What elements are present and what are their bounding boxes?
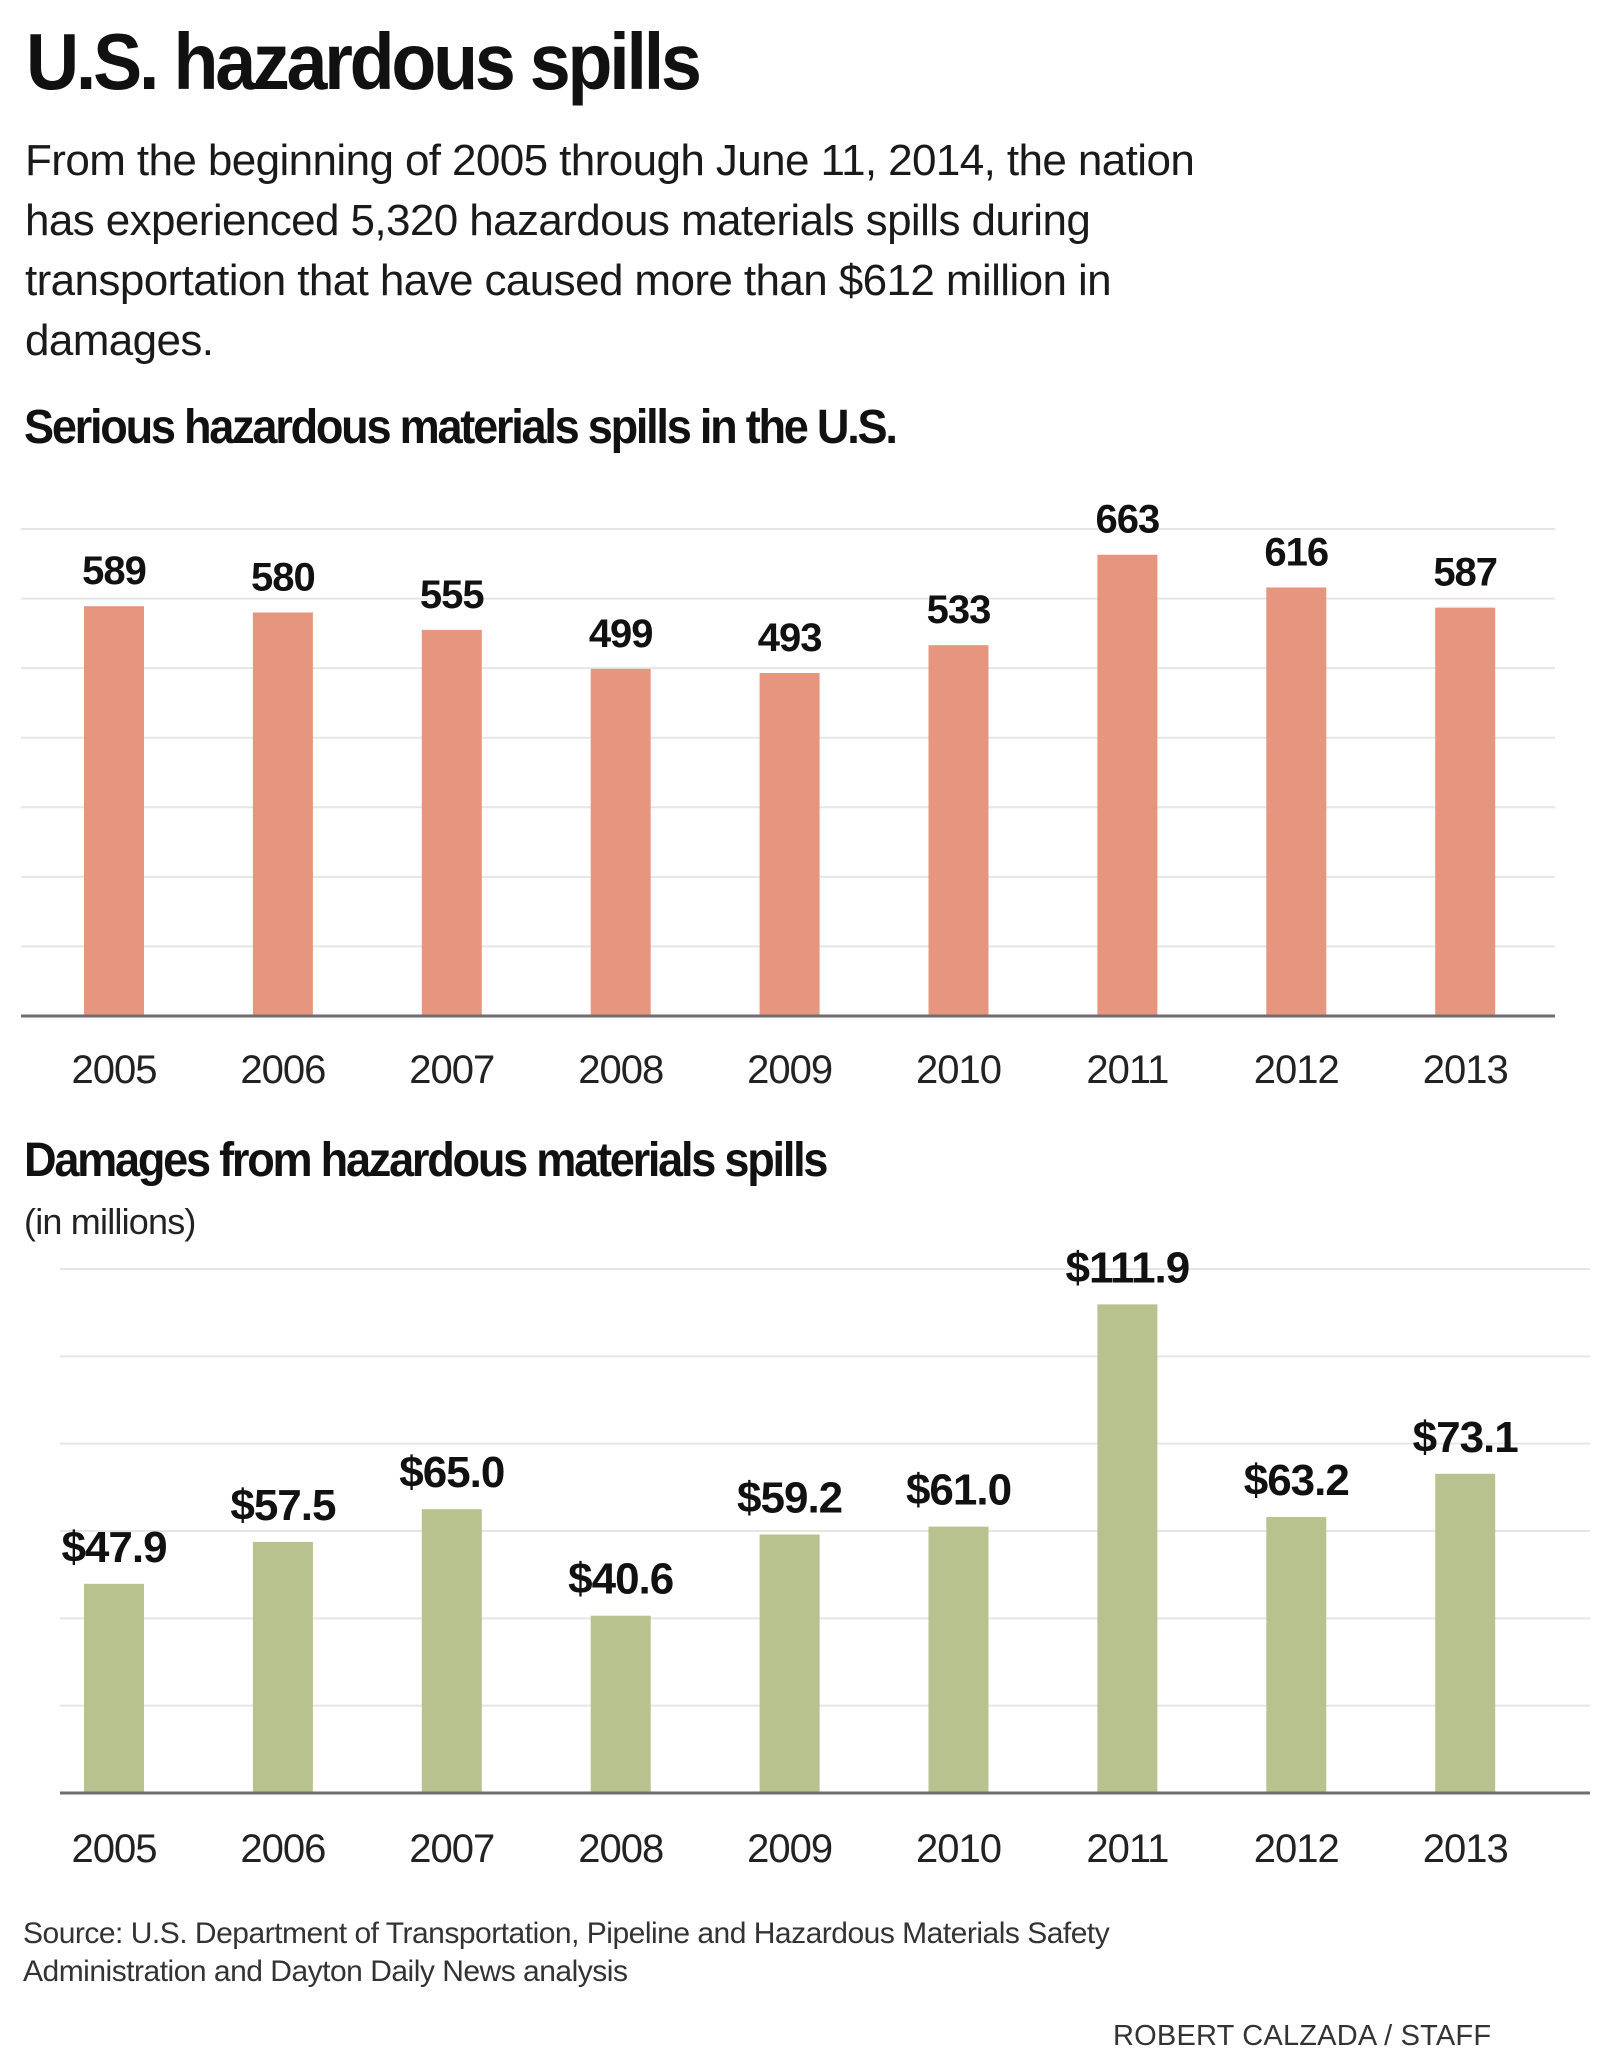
source-line: Administration and Dayton Daily News ana… (23, 1955, 628, 1988)
year-label-2009: 2009 (747, 1827, 832, 1871)
value-label-2007: 555 (420, 573, 484, 617)
year-label-2008: 2008 (578, 1827, 663, 1871)
bar-2013 (1435, 607, 1496, 1016)
bar-2007 (421, 1509, 482, 1793)
bar-2010 (928, 645, 989, 1016)
bar-2013 (1435, 1473, 1496, 1793)
credit-line: ROBERT CALZADA / STAFF (1113, 2020, 1492, 2052)
value-label-2009: 493 (758, 616, 822, 660)
bar-2010 (928, 1526, 989, 1793)
year-label-2005: 2005 (72, 1827, 157, 1871)
value-label-2012: 616 (1264, 530, 1328, 574)
value-label-2013: 587 (1433, 551, 1497, 595)
value-label-2013: $73.1 (1413, 1413, 1519, 1462)
value-label-2011: $111.9 (1066, 1243, 1190, 1292)
value-label-2005: $47.9 (61, 1523, 166, 1572)
intro-paragraph: From the beginning of 2005 through June … (25, 131, 1195, 371)
year-label-2010: 2010 (916, 1827, 1001, 1871)
damages-bar-chart: $47.9 2005 $57.5 2006 $65.0 2007 $40.6 2008 $59.… (60, 1243, 1590, 1871)
year-label-2011: 2011 (1086, 1827, 1168, 1871)
value-label-2008: 499 (589, 612, 653, 656)
bar-2008 (590, 668, 651, 1016)
year-label-2013: 2013 (1423, 1048, 1508, 1092)
spills-chart-title: Serious hazardous materials spills in th… (24, 401, 898, 454)
page-title: U.S. hazardous spills (26, 17, 702, 106)
value-label-2010: $61.0 (906, 1466, 1011, 1515)
bar-2006 (252, 1541, 313, 1793)
source-note: Source: U.S. Department of Transportatio… (23, 1915, 1110, 1991)
bar-2009 (759, 1534, 820, 1793)
intro-line: From the beginning of 2005 through June … (25, 136, 1195, 185)
source-line: Source: U.S. Department of Transportatio… (23, 1917, 1110, 1950)
intro-line: has experienced 5,320 hazardous material… (25, 196, 1091, 245)
value-label-2011: 663 (1096, 498, 1160, 542)
year-label-2006: 2006 (240, 1827, 325, 1871)
damages-chart-subtitle: (in millions) (24, 1201, 196, 1242)
year-label-2012: 2012 (1254, 1827, 1339, 1871)
year-label-2011: 2011 (1086, 1048, 1168, 1092)
intro-line: damages. (25, 316, 214, 365)
damages-chart-title: Damages from hazardous materials spills (24, 1134, 828, 1187)
bar-2005 (84, 1583, 144, 1793)
bar-2005 (84, 606, 144, 1016)
bar-2011 (1097, 554, 1158, 1016)
bar-2006 (252, 612, 313, 1016)
bar-2007 (421, 629, 482, 1016)
bar-2012 (1266, 1517, 1327, 1793)
value-label-2010: 533 (927, 588, 991, 632)
bar-2008 (590, 1615, 651, 1793)
value-label-2006: $57.5 (230, 1481, 336, 1530)
value-label-2005: 589 (82, 549, 146, 593)
value-label-2009: $59.2 (737, 1473, 842, 1522)
year-label-2005: 2005 (72, 1048, 157, 1092)
bar-2011 (1097, 1304, 1158, 1793)
value-label-2008: $40.6 (568, 1555, 673, 1604)
bar-2009 (759, 673, 820, 1016)
spills-bar-chart: 589 2005 580 2006 555 2007 499 2008 493 2009 533 20… (21, 498, 1555, 1092)
year-label-2010: 2010 (916, 1048, 1001, 1092)
year-label-2012: 2012 (1254, 1048, 1339, 1092)
year-label-2007: 2007 (409, 1827, 494, 1871)
value-label-2007: $65.0 (399, 1448, 504, 1497)
year-label-2008: 2008 (578, 1048, 663, 1092)
year-label-2006: 2006 (240, 1048, 325, 1092)
intro-line: transportation that have caused more tha… (25, 256, 1112, 305)
year-label-2007: 2007 (409, 1048, 494, 1092)
bar-2012 (1266, 587, 1327, 1016)
value-label-2006: 580 (251, 555, 315, 599)
year-label-2009: 2009 (747, 1048, 832, 1092)
year-label-2013: 2013 (1423, 1827, 1508, 1871)
value-label-2012: $63.2 (1244, 1456, 1349, 1505)
